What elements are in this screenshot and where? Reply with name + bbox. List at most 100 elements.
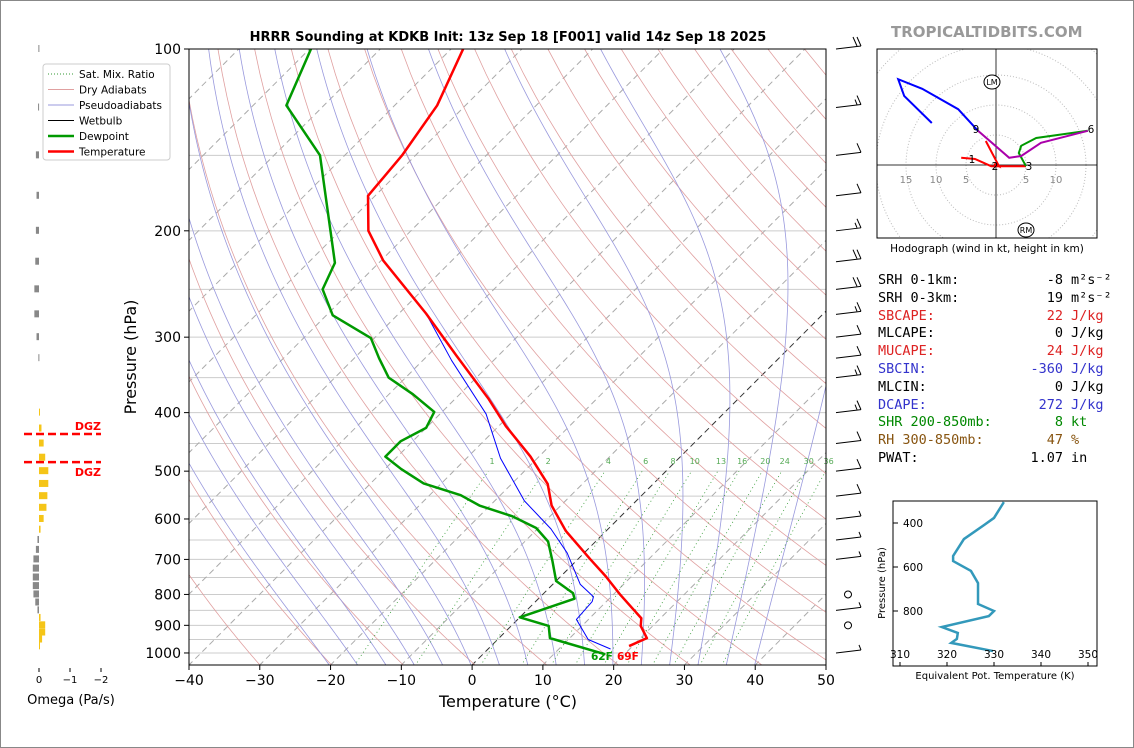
thetae-xtick-label: 320 bbox=[937, 649, 957, 661]
wind-barb bbox=[835, 95, 862, 109]
barb-half bbox=[854, 369, 858, 375]
barb-staff bbox=[835, 492, 862, 497]
barb-full bbox=[856, 458, 862, 469]
stat-label: RH 300-850mb: bbox=[878, 432, 984, 449]
barb-staff bbox=[835, 440, 862, 445]
y-axis-label: Pressure (hPa) bbox=[121, 300, 140, 415]
x-tick-label: −30 bbox=[245, 673, 275, 689]
barb-full bbox=[856, 218, 862, 229]
mixing-ratio-label: 13 bbox=[716, 457, 726, 466]
wetbulb-line bbox=[382, 260, 611, 650]
omega-bar bbox=[39, 628, 46, 636]
mixing-ratio-line bbox=[521, 470, 643, 665]
omega-bar bbox=[39, 439, 44, 447]
omega-bar bbox=[34, 285, 39, 293]
wind-barb bbox=[835, 249, 862, 263]
stat-row: DCAPE: 272 J/kg bbox=[878, 397, 1112, 415]
isotherm bbox=[683, 522, 826, 665]
dry-adiabat bbox=[189, 478, 333, 665]
stat-unit: J/kg bbox=[1071, 343, 1104, 360]
storm-motion-label: RM bbox=[1020, 226, 1033, 235]
legend-label: Wetbulb bbox=[79, 116, 123, 128]
stat-unit: % bbox=[1071, 432, 1080, 449]
omega-bar bbox=[39, 613, 41, 621]
dewpoint-line bbox=[285, 49, 606, 656]
stat-label: MUCAPE: bbox=[878, 343, 935, 360]
stat-row: SHR 200-850mb: 8 kt bbox=[878, 414, 1112, 432]
hodo-frame bbox=[876, 48, 1098, 239]
storm-motion-marker bbox=[983, 74, 1001, 90]
barb-staff bbox=[835, 333, 862, 338]
dry-adiabat bbox=[217, 49, 620, 665]
y-tick-label: 200 bbox=[154, 224, 181, 240]
barb-staff bbox=[835, 227, 862, 232]
omega-bar bbox=[33, 555, 39, 563]
omega-bar bbox=[38, 45, 40, 52]
hodo-segment bbox=[984, 140, 1002, 169]
pseudoadiabat bbox=[189, 216, 444, 665]
mixing-ratio-label: 30 bbox=[804, 457, 814, 466]
stats-panel: SRH 0-1km: -8 m²s⁻² SRH 0-3km: 19 m²s⁻² SBCAPE… bbox=[878, 272, 1112, 468]
x-axis-label: Temperature (°C) bbox=[438, 692, 577, 711]
thetae-ytick-label: 800 bbox=[903, 606, 923, 618]
barb-staff bbox=[835, 467, 862, 472]
stat-unit: J/kg bbox=[1071, 307, 1104, 324]
omega-bar bbox=[39, 621, 46, 629]
mixing-ratio-label: 16 bbox=[737, 457, 747, 466]
x-tick-label: −40 bbox=[174, 673, 204, 689]
thetae-ylabel: Pressure (hPa) bbox=[877, 547, 888, 619]
omega-bar bbox=[35, 545, 39, 553]
barb-staff bbox=[835, 649, 862, 654]
barb-staff bbox=[835, 374, 862, 379]
barb-full bbox=[856, 36, 862, 47]
hodo-segment bbox=[1017, 129, 1088, 167]
barb-full bbox=[856, 324, 862, 335]
x-tick-label: 10 bbox=[534, 673, 552, 689]
stat-row: MLCAPE: 0 J/kg bbox=[878, 325, 1112, 343]
stat-unit: J/kg bbox=[1071, 396, 1104, 413]
omega-bar bbox=[39, 467, 49, 475]
pseudoadiabat bbox=[366, 49, 614, 665]
omega-bar bbox=[36, 191, 39, 199]
stat-value: 8 bbox=[1054, 414, 1063, 431]
stat-row: SBCAPE: 22 J/kg bbox=[878, 308, 1112, 326]
isotherm bbox=[542, 381, 826, 665]
isotherm bbox=[400, 239, 826, 665]
wind-barb bbox=[835, 644, 862, 654]
omega-bar bbox=[32, 582, 39, 590]
barb-staff bbox=[835, 45, 862, 50]
stat-value: 0 bbox=[1054, 325, 1063, 342]
dry-adiabat bbox=[189, 97, 548, 665]
thetae-ytick-label: 600 bbox=[903, 562, 923, 574]
stat-row: RH 300-850mb: 47% bbox=[878, 432, 1112, 450]
barb-full bbox=[856, 400, 862, 410]
barb-full bbox=[852, 277, 858, 287]
barb-full bbox=[856, 483, 862, 494]
wind-barb bbox=[835, 183, 862, 197]
barb-half bbox=[854, 99, 858, 105]
barb-full bbox=[856, 95, 862, 105]
stat-value: 22 bbox=[1046, 307, 1063, 324]
barb-full bbox=[852, 249, 858, 259]
wind-barb bbox=[835, 218, 862, 232]
stat-row: MUCAPE: 24 J/kg bbox=[878, 343, 1112, 361]
stat-unit: kt bbox=[1071, 414, 1088, 431]
dry-adiabat bbox=[437, 49, 826, 520]
omega-bar bbox=[37, 606, 39, 614]
wind-barb bbox=[835, 324, 862, 338]
barb-staff bbox=[835, 515, 862, 520]
y-tick-label: 1000 bbox=[145, 646, 181, 662]
thetae-ytick-label: 400 bbox=[903, 518, 923, 530]
mixing-ratio-line bbox=[574, 470, 692, 665]
stat-label: SRH 0-1km: bbox=[878, 272, 960, 288]
thetae-xtick-label: 350 bbox=[1078, 649, 1098, 661]
omega-axis-label: Omega (Pa/s) bbox=[27, 693, 115, 708]
thetae-xtick-label: 340 bbox=[1031, 649, 1051, 661]
hodo-ring-label: 5 bbox=[963, 175, 969, 186]
stat-value: 272 bbox=[1038, 396, 1063, 413]
omega-bar bbox=[39, 525, 41, 533]
y-tick-label: 900 bbox=[154, 618, 181, 634]
barb-staff bbox=[835, 258, 862, 263]
legend-label: Sat. Mix. Ratio bbox=[79, 69, 155, 81]
